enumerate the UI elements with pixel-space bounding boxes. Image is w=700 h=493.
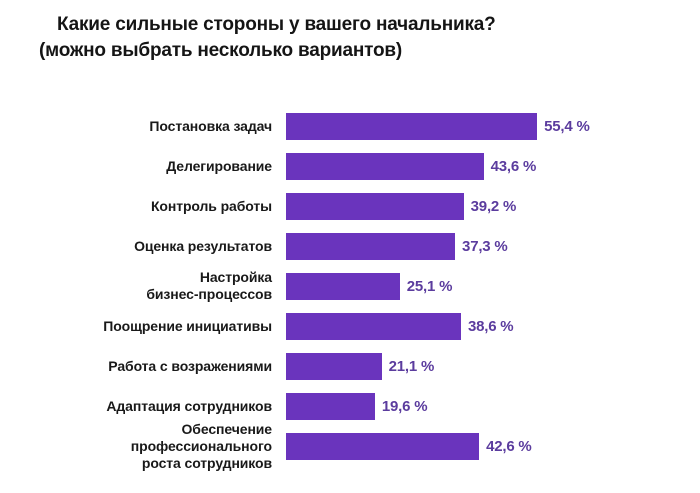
category-label-line: роста сотрудников [141, 454, 272, 471]
category-label-line: Постановка задач [149, 117, 272, 134]
category-label-line: Работа с возражениями [108, 357, 272, 374]
bar-value-label: 25,1 % [406, 277, 453, 295]
bar[interactable] [286, 192, 464, 220]
category-label-line: Обеспечение [181, 420, 273, 437]
chart-title-line-2: (можно выбрать несколько вариантов) [39, 40, 403, 61]
bar[interactable] [286, 272, 400, 300]
bar-container: 39,2 % [286, 186, 700, 226]
chart-title: Какие сильные стороны у вашего начальник… [0, 12, 700, 64]
category-label-line: Контроль работы [150, 197, 272, 214]
category-label-line: Настройка [199, 269, 272, 285]
bar-container: 55,4 % [286, 106, 700, 146]
bar-value-label: 38,6 % [467, 317, 514, 335]
bar[interactable] [286, 392, 375, 420]
category-label: Адаптация сотрудников [22, 386, 272, 426]
bar-row: Работа с возражениями 21,1 % [0, 346, 700, 386]
bar-row: Поощрение инициативы 38,6 % [0, 306, 700, 346]
category-label: Делегирование [22, 146, 272, 186]
bar-row: Обеспечение профессионального роста сотруд… [0, 421, 700, 471]
category-label: Постановка задач [22, 106, 272, 146]
category-label: Контроль работы [22, 186, 272, 226]
bar[interactable] [286, 312, 461, 340]
bar-row: Контроль работы 39,2 % [0, 186, 700, 226]
bar[interactable] [286, 432, 480, 460]
bar-row: Делегирование 43,6 % [0, 146, 700, 186]
category-label: Оценка результатов [22, 226, 272, 266]
bar-value-label: 42,6 % [486, 437, 532, 455]
bar-row: Постановка задач 55,4 % [0, 106, 700, 146]
category-label: Обеспечение профессионального роста сотруд… [22, 421, 272, 471]
chart-title-line-1: Какие сильные стороны у вашего начальник… [57, 14, 496, 35]
bar[interactable] [286, 112, 538, 140]
category-label: Поощрение инициативы [22, 306, 272, 346]
bar-container: 19,6 % [286, 386, 700, 426]
bar-value-label: 19,6 % [381, 397, 428, 415]
category-label: Настройка бизнес-процессов [22, 266, 272, 306]
category-label: Работа с возражениями [22, 346, 272, 386]
category-label-line: Поощрение инициативы [103, 317, 272, 334]
bar-value-label: 43,6 % [490, 157, 537, 175]
bar-container: 37,3 % [286, 226, 700, 266]
bar-container: 43,6 % [286, 146, 700, 186]
bar[interactable] [286, 232, 456, 260]
category-label-line: Оценка результатов [134, 237, 272, 254]
bar[interactable] [286, 352, 382, 380]
bar-value-label: 55,4 % [544, 117, 590, 135]
bar[interactable] [286, 152, 484, 180]
bar-value-label: 39,2 % [470, 197, 517, 215]
bar-row: Настройка бизнес-процессов 25,1 % [0, 266, 700, 306]
category-label-line: Делегирование [166, 157, 272, 174]
bar-row: Оценка результатов 37,3 % [0, 226, 700, 266]
category-label-line: профессионального [130, 437, 272, 454]
bar-row: Адаптация сотрудников 19,6 % [0, 386, 700, 426]
bar-value-label: 21,1 % [388, 357, 435, 375]
category-label-line: Адаптация сотрудников [106, 397, 272, 414]
bar-container: 25,1 % [286, 266, 700, 306]
plot-area: Постановка задач 55,4 % Делегирование 43,6 … [0, 106, 700, 486]
bar-container: 42,6 % [286, 426, 700, 466]
bar-value-label: 37,3 % [462, 237, 508, 255]
bar-container: 38,6 % [286, 306, 700, 346]
category-label-line: бизнес-процессов [146, 286, 272, 302]
bar-container: 21,1 % [286, 346, 700, 386]
